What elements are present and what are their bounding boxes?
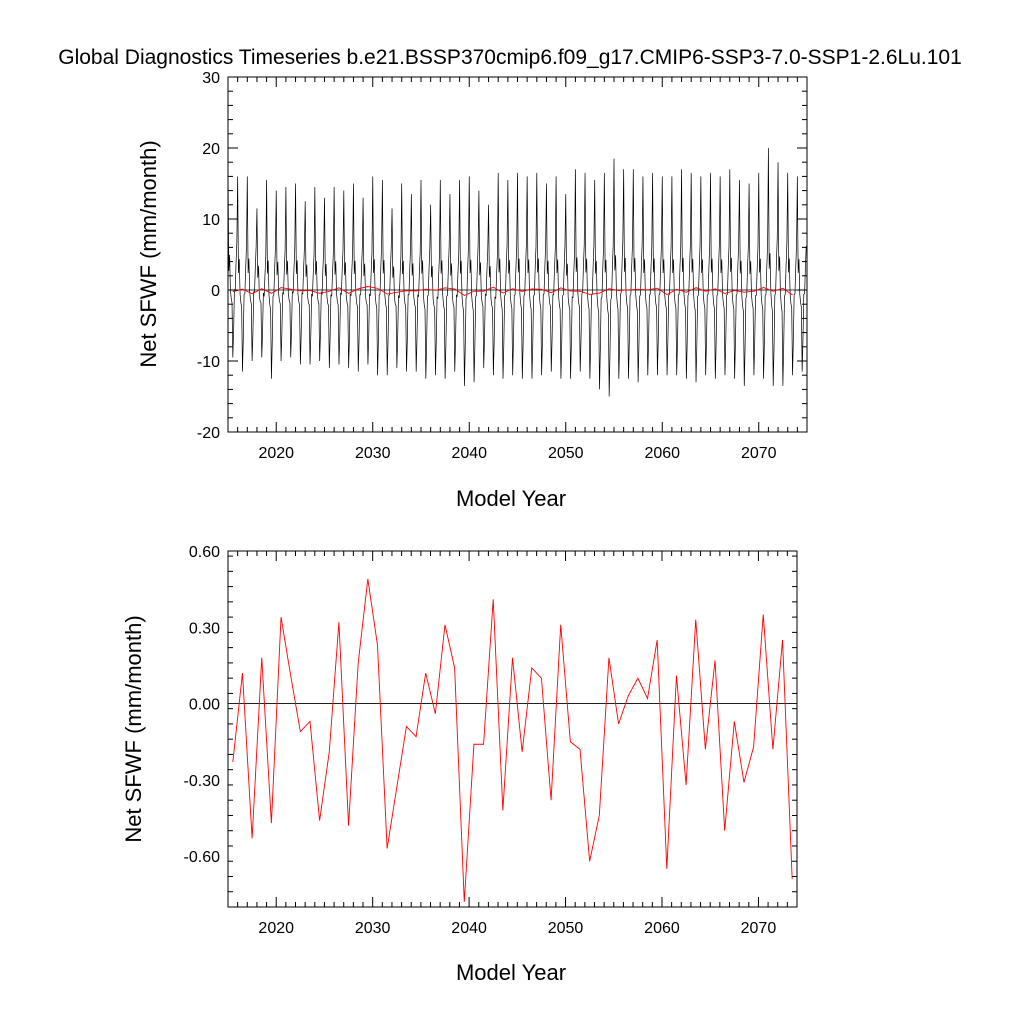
bottom-series-annual-mean [232, 578, 793, 902]
top-x-tick-label-2020: 2020 [258, 445, 294, 462]
bottom-y-tick-label-0: -0.60 [184, 849, 221, 866]
bottom-series-layer [232, 578, 793, 902]
bottom-y-tick-label-3: 0.30 [189, 620, 220, 637]
bottom-ticks-layer: 2020 2030 2040 2050 2060 2070 -0.60 -0.30 0.00 0.… [184, 544, 798, 937]
top-y-tick-label-0: -20 [197, 425, 220, 442]
top-y-tick-label-1: -10 [197, 354, 220, 371]
top-x-tick-label-2040: 2040 [451, 445, 487, 462]
bottom-x-tick-label-2020: 2020 [258, 920, 294, 937]
bottom-plot-frame [227, 550, 798, 908]
bottom-y-axis-label: Net SFWF (mm/month) [121, 615, 146, 842]
top-y-tick-label-4: 20 [202, 141, 220, 158]
top-y-tick-label-3: 10 [202, 212, 220, 229]
top-series-annual-mean [232, 286, 793, 297]
bottom-y-tick-label-2: 0.00 [189, 697, 220, 714]
top-plot-frame [227, 76, 808, 433]
top-series-monthly [227, 147, 807, 397]
bottom-x-tick-label-2070: 2070 [741, 920, 777, 937]
top-y-tick-label-2: 0 [211, 283, 220, 300]
top-y-axis-label: Net SFWF (mm/month) [136, 140, 161, 367]
top-x-tick-label-2050: 2050 [548, 445, 584, 462]
bottom-x-tick-label-2040: 2040 [451, 920, 487, 937]
top-x-tick-label-2070: 2070 [741, 445, 777, 462]
top-x-axis-label: Model Year [456, 486, 566, 511]
bottom-panel: 2020 2030 2040 2050 2060 2070 -0.60 -0.30 0.00 0.… [121, 544, 798, 985]
bottom-x-tick-label-2050: 2050 [548, 920, 584, 937]
top-x-tick-label-2030: 2030 [355, 445, 391, 462]
figure-title: Global Diagnostics Timeseries b.e21.BSSP… [58, 46, 962, 69]
top-y-tick-label-5: 30 [202, 70, 220, 87]
bottom-x-axis-label: Model Year [456, 960, 566, 985]
top-x-tick-label-2060: 2060 [644, 445, 680, 462]
bottom-x-tick-label-2030: 2030 [355, 920, 391, 937]
bottom-y-tick-label-1: -0.30 [184, 773, 221, 790]
top-series-layer [227, 147, 807, 397]
bottom-y-tick-label-4: 0.60 [189, 544, 220, 561]
bottom-x-tick-label-2060: 2060 [644, 920, 680, 937]
